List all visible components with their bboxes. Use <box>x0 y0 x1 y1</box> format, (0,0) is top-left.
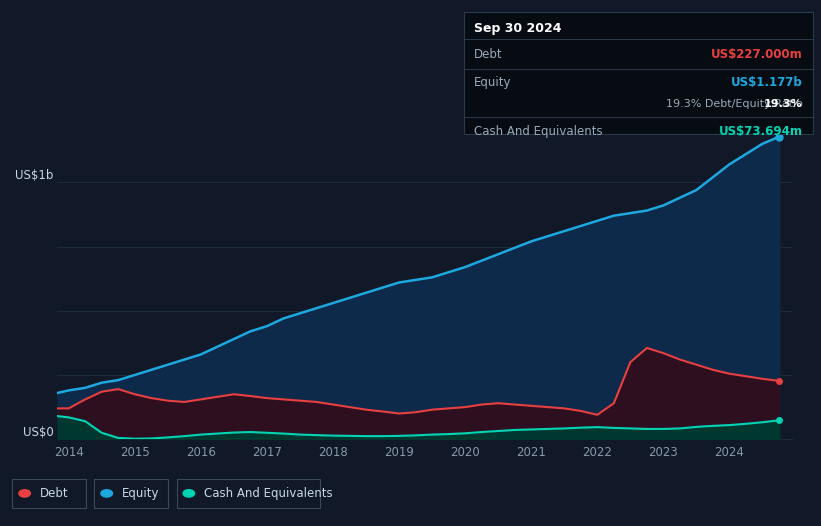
Text: Cash And Equivalents: Cash And Equivalents <box>474 125 603 138</box>
Text: Cash And Equivalents: Cash And Equivalents <box>204 487 333 500</box>
Text: 19.3% Debt/Equity Ratio: 19.3% Debt/Equity Ratio <box>666 98 803 109</box>
Text: Sep 30 2024: Sep 30 2024 <box>474 22 562 35</box>
Text: US$227.000m: US$227.000m <box>711 48 803 61</box>
Text: Equity: Equity <box>122 487 159 500</box>
Text: US$0: US$0 <box>23 426 54 439</box>
Text: US$1.177b: US$1.177b <box>732 76 803 89</box>
Text: Equity: Equity <box>474 76 511 89</box>
Text: US$73.694m: US$73.694m <box>719 125 803 138</box>
Text: US$1b: US$1b <box>16 169 54 183</box>
Text: Debt: Debt <box>474 48 502 61</box>
Text: Debt: Debt <box>39 487 68 500</box>
Text: 19.3%: 19.3% <box>764 98 802 109</box>
